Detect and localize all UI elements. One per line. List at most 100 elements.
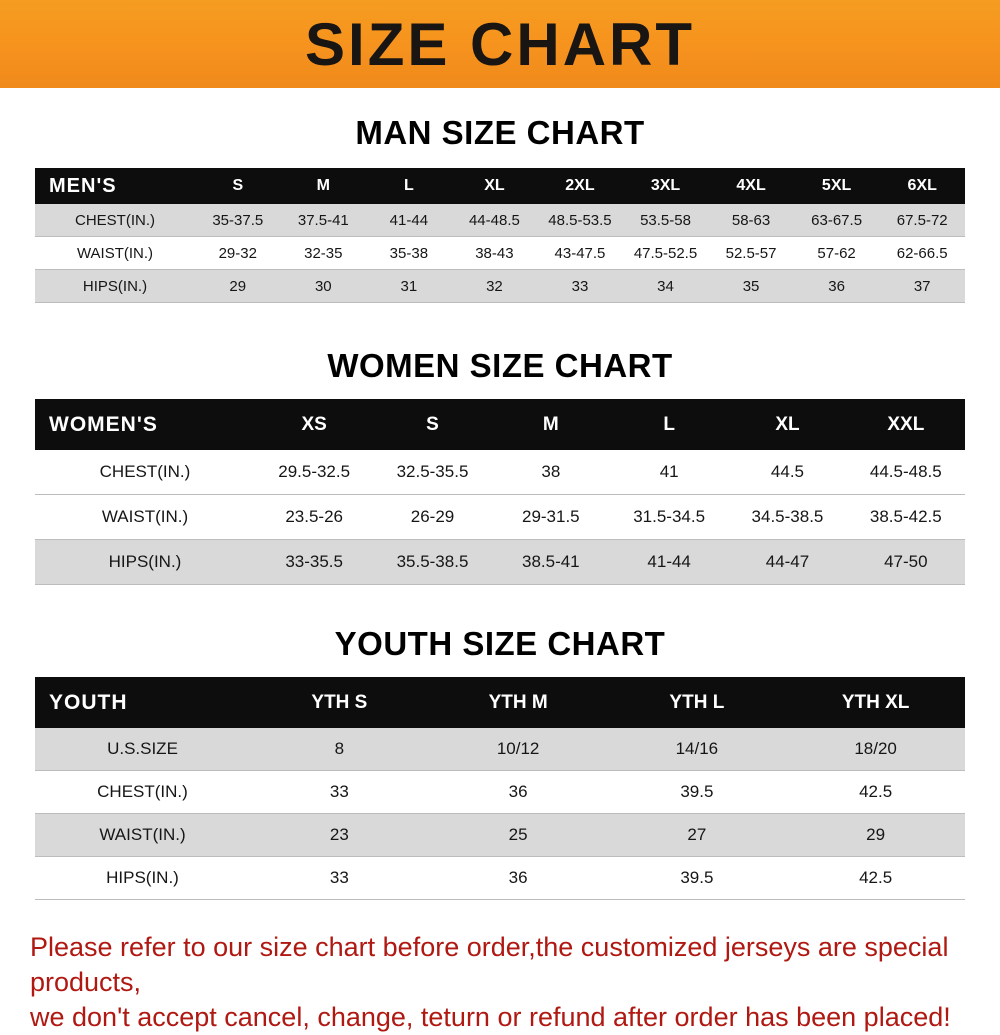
table-row: CHEST(IN.) 35-37.5 37.5-41 41-44 44-48.5… bbox=[35, 204, 965, 237]
table-cell: 42.5 bbox=[859, 782, 893, 801]
men-section-heading: MAN SIZE CHART bbox=[355, 114, 645, 151]
footer-disclaimer: Please refer to our size chart before or… bbox=[30, 930, 1000, 1035]
table-cell: 31 bbox=[400, 277, 418, 295]
table-cell: 23 bbox=[329, 825, 349, 844]
table-cell: 10/12 bbox=[496, 739, 540, 758]
table-cell: 38.5-42.5 bbox=[869, 507, 942, 526]
column-header: L bbox=[609, 399, 729, 450]
row-label: CHEST(IN.) bbox=[75, 211, 155, 229]
women-size-table: WOMEN'S XS S M L XL XXL CHEST(IN.) 29.5-… bbox=[35, 399, 965, 585]
page-title: SIZE CHART bbox=[305, 10, 695, 78]
column-header: 3XL bbox=[622, 168, 709, 204]
table-row: WAIST(IN.) 23 25 27 29 bbox=[35, 813, 965, 857]
table-cell: 27 bbox=[687, 825, 707, 844]
column-header: YTH S bbox=[250, 677, 429, 728]
table-row: WAIST(IN.) 29-32 32-35 35-38 38-43 43-47… bbox=[35, 236, 965, 270]
table-cell: 44.5-48.5 bbox=[869, 462, 942, 481]
table-cell: 25 bbox=[508, 825, 528, 844]
table-row: HIPS(IN.) 29 30 31 32 33 34 35 36 37 bbox=[35, 269, 965, 303]
table-cell: 34 bbox=[657, 277, 674, 295]
table-cell: 33 bbox=[329, 782, 349, 801]
row-label: HIPS(IN.) bbox=[108, 552, 182, 571]
table-cell: 38.5-41 bbox=[521, 552, 580, 571]
table-cell: 23.5-26 bbox=[285, 507, 343, 526]
column-header: YTH L bbox=[607, 677, 787, 728]
table-cell: 41 bbox=[659, 462, 679, 481]
table-cell: 26-29 bbox=[410, 507, 455, 526]
table-cell: 43-47.5 bbox=[554, 244, 606, 262]
row-label: HIPS(IN.) bbox=[82, 277, 148, 295]
table-cell: 53.5-58 bbox=[640, 211, 691, 229]
table-cell: 29 bbox=[866, 825, 886, 844]
column-header: 5XL bbox=[793, 168, 880, 204]
table-cell: 48.5-53.5 bbox=[548, 211, 612, 229]
table-cell: 44-47 bbox=[765, 552, 810, 571]
table-cell: 41-44 bbox=[647, 552, 691, 571]
table-row: CHEST(IN.) 29.5-32.5 32.5-35.5 38 41 44.… bbox=[35, 450, 965, 495]
table-cell: 35.5-38.5 bbox=[396, 552, 469, 571]
table-cell: 36 bbox=[828, 277, 845, 295]
youth-section-heading: YOUTH SIZE CHART bbox=[334, 625, 666, 662]
disclaimer-line: we don't accept cancel, change, teturn o… bbox=[30, 1002, 951, 1032]
column-header: YOUTH bbox=[35, 677, 250, 728]
women-section-heading: WOMEN SIZE CHART bbox=[327, 347, 673, 384]
youth-header-row: YOUTH YTH S YTH M YTH L YTH XL bbox=[35, 677, 965, 728]
table-cell: 44.5 bbox=[770, 462, 805, 481]
table-cell: 58-63 bbox=[731, 211, 771, 229]
column-header: S bbox=[373, 399, 492, 450]
row-label: WAIST(IN.) bbox=[101, 507, 189, 526]
table-cell: 39.5 bbox=[680, 868, 714, 887]
table-cell: 67.5-72 bbox=[896, 211, 948, 229]
column-header: XXL bbox=[846, 399, 965, 450]
table-cell: 37.5-41 bbox=[297, 211, 349, 229]
row-label: U.S.SIZE bbox=[107, 739, 178, 758]
column-header: YTH M bbox=[428, 677, 608, 728]
table-cell: 30 bbox=[314, 277, 332, 295]
table-row: HIPS(IN.) 33-35.5 35.5-38.5 38.5-41 41-4… bbox=[35, 539, 965, 585]
disclaimer-line: Please refer to our size chart before or… bbox=[30, 932, 949, 997]
table-cell: 36 bbox=[508, 868, 528, 887]
women-header-row: WOMEN'S XS S M L XL XXL bbox=[35, 399, 965, 450]
column-header: 4XL bbox=[708, 168, 794, 204]
table-cell: 35 bbox=[742, 277, 760, 295]
table-cell: 42.5 bbox=[859, 868, 893, 887]
table-row: HIPS(IN.) 33 36 39.5 42.5 bbox=[35, 856, 965, 900]
table-cell: 14/16 bbox=[675, 739, 719, 758]
table-cell: 44-48.5 bbox=[468, 211, 520, 229]
table-cell: 63-67.5 bbox=[811, 211, 863, 229]
column-header: XL bbox=[728, 399, 847, 450]
column-header: M bbox=[491, 399, 610, 450]
banner: SIZE CHART bbox=[0, 0, 1000, 88]
table-row: U.S.SIZE 8 10/12 14/16 18/20 bbox=[35, 728, 965, 771]
table-cell: 38 bbox=[541, 462, 561, 481]
table-cell: 57-62 bbox=[817, 244, 856, 262]
table-cell: 38-43 bbox=[475, 244, 514, 262]
table-cell: 29-32 bbox=[218, 244, 257, 262]
table-row: CHEST(IN.) 33 36 39.5 42.5 bbox=[35, 770, 965, 814]
row-label: HIPS(IN.) bbox=[106, 868, 179, 887]
table-cell: 29.5-32.5 bbox=[278, 462, 351, 481]
column-header: WOMEN'S bbox=[35, 399, 255, 450]
table-row: WAIST(IN.) 23.5-26 26-29 29-31.5 31.5-34… bbox=[35, 494, 965, 540]
table-cell: 47.5-52.5 bbox=[633, 244, 698, 262]
table-cell: 33 bbox=[571, 277, 589, 295]
column-header: XS bbox=[255, 399, 374, 450]
row-label: WAIST(IN.) bbox=[99, 825, 186, 844]
table-cell: 8 bbox=[334, 739, 345, 758]
table-cell: 62-66.5 bbox=[896, 244, 948, 262]
table-cell: 37 bbox=[913, 277, 931, 295]
table-cell: 29 bbox=[229, 277, 247, 295]
column-header: 6XL bbox=[879, 168, 965, 204]
column-header: S bbox=[195, 168, 281, 204]
table-cell: 32 bbox=[486, 277, 503, 295]
row-label: WAIST(IN.) bbox=[76, 244, 154, 262]
youth-size-table: YOUTH YTH S YTH M YTH L YTH XL U.S.SIZE … bbox=[35, 677, 965, 900]
table-cell: 39.5 bbox=[680, 782, 714, 801]
table-cell: 29-31.5 bbox=[521, 507, 580, 526]
column-header: XL bbox=[451, 168, 538, 204]
men-size-table: MEN'S S M L XL 2XL 3XL 4XL 5XL 6XL CHEST… bbox=[35, 168, 965, 303]
column-header: 2XL bbox=[537, 168, 623, 204]
table-cell: 32.5-35.5 bbox=[396, 462, 469, 481]
column-header: L bbox=[366, 168, 452, 204]
